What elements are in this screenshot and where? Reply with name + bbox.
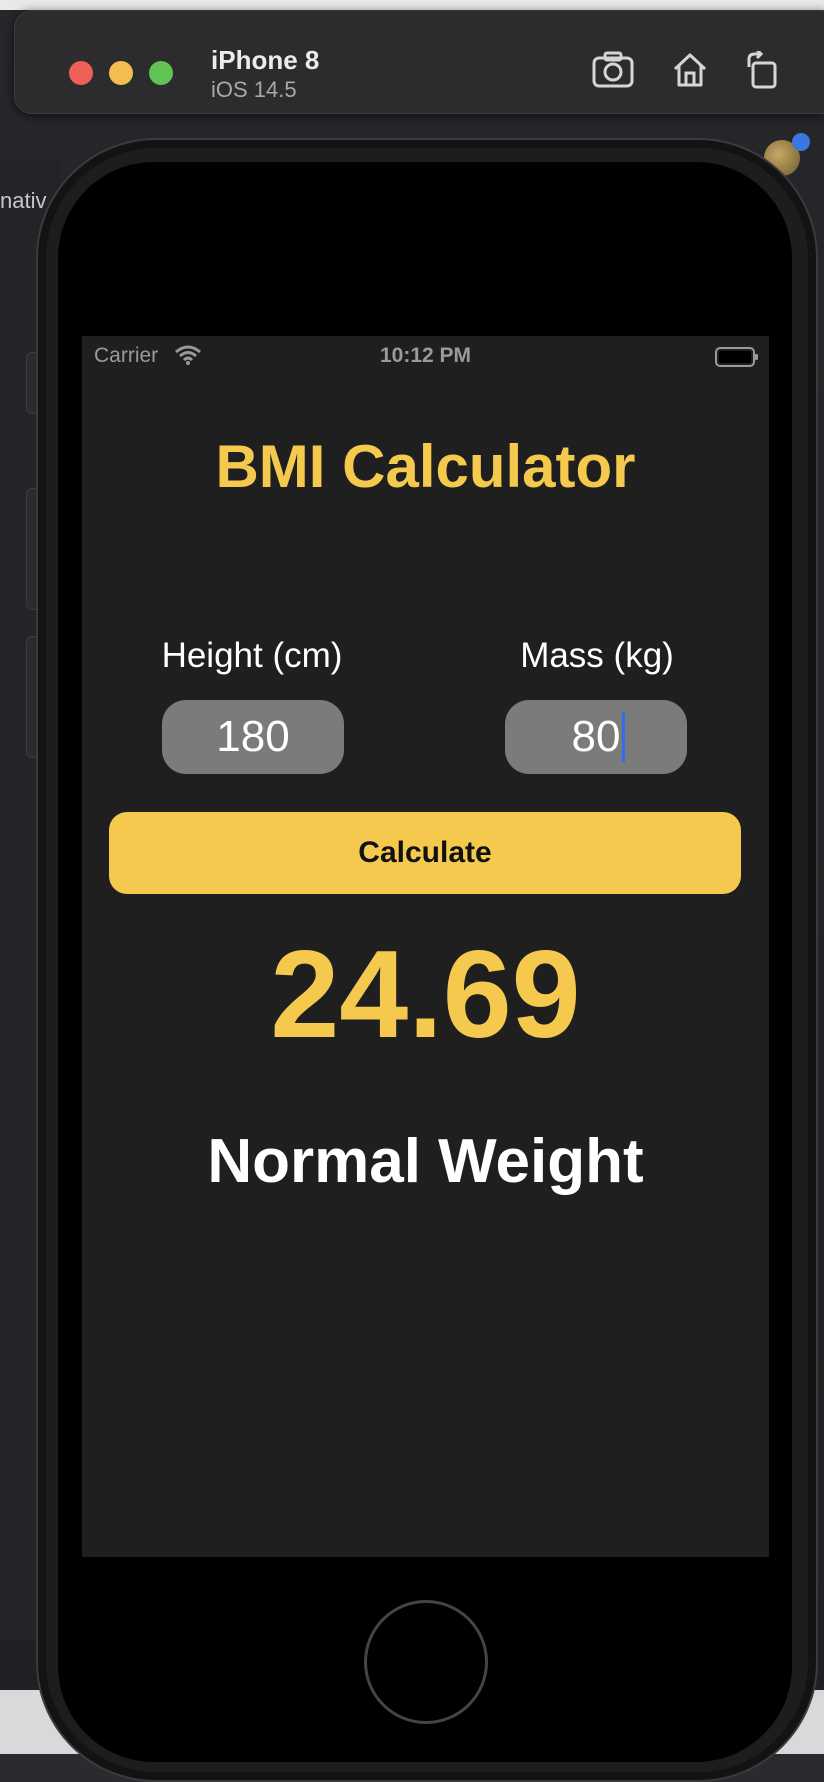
home-button[interactable]: [364, 1600, 488, 1724]
app-title: BMI Calculator: [215, 433, 636, 500]
simulator-title-bar: iPhone 8 iOS 14.5: [14, 10, 824, 114]
bmi-result: 24.69: [270, 926, 581, 1064]
height-label: Height (cm): [161, 636, 343, 675]
battery-icon: [715, 346, 759, 373]
device-os-version: iOS 14.5: [211, 77, 297, 102]
app-screen: Carrier 10:12 PM BMI Calculator Height (…: [82, 336, 769, 1557]
screenshot-icon[interactable]: [591, 51, 635, 91]
minimize-window-button[interactable]: [109, 61, 133, 85]
wifi-icon: [174, 344, 202, 371]
mass-input[interactable]: [505, 700, 687, 774]
notification-dot: [792, 133, 810, 151]
close-window-button[interactable]: [69, 61, 93, 85]
bmi-category: Normal Weight: [207, 1127, 644, 1196]
calculate-button[interactable]: Calculate: [109, 812, 741, 894]
mass-label: Mass (kg): [520, 636, 674, 675]
carrier-label: Carrier: [94, 344, 159, 367]
device-name: iPhone 8: [211, 45, 320, 75]
rotate-icon[interactable]: [745, 51, 779, 91]
ide-top-strip: [0, 0, 824, 10]
ide-left-panel-text: nativ: [0, 188, 47, 213]
height-input[interactable]: [162, 700, 344, 774]
status-bar: Carrier 10:12 PM: [82, 336, 769, 376]
zoom-window-button[interactable]: [149, 61, 173, 85]
status-time: 10:12 PM: [379, 344, 472, 367]
home-icon[interactable]: [671, 51, 709, 91]
text-cursor: [622, 712, 625, 762]
